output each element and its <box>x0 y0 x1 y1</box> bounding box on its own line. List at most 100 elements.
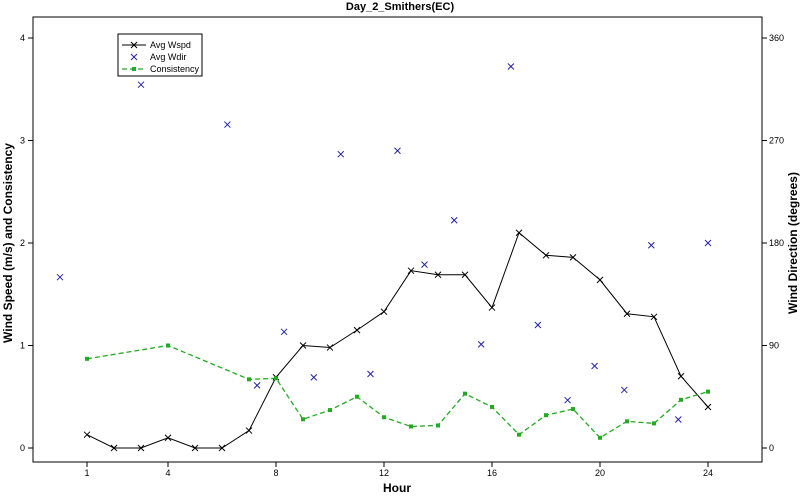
legend-label: Avg Wspd <box>150 40 191 50</box>
y2-tick-label: 360 <box>769 33 784 43</box>
marker-stroke <box>137 81 145 89</box>
data-point <box>353 326 361 334</box>
data-point <box>434 271 442 279</box>
data-point <box>564 396 571 404</box>
data-point <box>463 391 467 396</box>
x-tick-label: 1 <box>84 468 89 478</box>
data-point <box>450 216 458 224</box>
data-point <box>166 343 170 348</box>
marker-stroke <box>367 370 374 378</box>
data-point <box>488 304 496 311</box>
data-point <box>274 376 278 381</box>
data-point <box>224 121 231 128</box>
marker-stroke <box>507 63 515 70</box>
data-point <box>56 273 64 281</box>
series-line <box>86 231 709 449</box>
marker-stroke <box>218 444 226 452</box>
data-point <box>245 427 253 434</box>
marker-stroke <box>515 229 523 237</box>
legend-marker <box>130 53 138 61</box>
marker-stroke <box>253 382 261 389</box>
data-point <box>596 276 604 284</box>
data-point <box>218 444 226 452</box>
data-point <box>407 267 415 275</box>
marker-stroke <box>310 374 318 381</box>
x-tick-label: 4 <box>165 468 170 478</box>
marker-stroke <box>110 444 118 452</box>
x-axis-title: Hour <box>383 481 411 495</box>
data-point <box>704 239 712 247</box>
data-point <box>394 147 401 155</box>
data-point <box>674 416 682 423</box>
legend-item: Avg Wspd <box>122 40 191 50</box>
plot-frame <box>32 16 763 463</box>
x-tick-label: 24 <box>703 468 713 478</box>
data-point <box>650 313 658 321</box>
series-line <box>86 344 709 439</box>
data-point <box>337 150 345 158</box>
marker-stroke <box>650 313 658 321</box>
marker-stroke <box>407 267 415 275</box>
marker-stroke <box>677 372 685 380</box>
y-axis-left: 0 1 2 3 4 <box>20 33 33 453</box>
y-tick-label: 0 <box>20 443 25 453</box>
y2-tick-label: 180 <box>769 238 784 248</box>
data-point <box>301 417 305 422</box>
marker-stroke <box>245 427 253 434</box>
marker-stroke <box>299 342 307 349</box>
data-point <box>310 374 318 381</box>
data-point <box>517 432 521 437</box>
marker-stroke <box>83 431 91 439</box>
marker-stroke <box>569 253 577 261</box>
marker-stroke <box>280 328 288 336</box>
legend-label: Consistency <box>150 64 200 74</box>
data-point <box>280 328 288 336</box>
data-point <box>110 444 118 452</box>
series-layer <box>56 63 712 452</box>
x-tick-label: 16 <box>487 468 497 478</box>
legend-marker <box>132 67 136 71</box>
data-point <box>409 424 413 429</box>
marker-stroke <box>191 444 199 452</box>
data-point <box>137 81 145 89</box>
marker-stroke <box>488 304 496 311</box>
marker-stroke <box>130 53 138 61</box>
data-point <box>367 370 374 378</box>
marker-stroke <box>704 403 712 411</box>
marker-stroke <box>542 251 550 259</box>
marker-stroke <box>704 239 712 247</box>
data-point <box>623 310 631 318</box>
x-tick-label: 8 <box>273 468 278 478</box>
x-tick-label: 20 <box>595 468 605 478</box>
marker-stroke <box>137 444 145 452</box>
data-point <box>625 419 629 424</box>
data-point <box>164 434 172 442</box>
data-point <box>137 444 145 452</box>
marker-stroke <box>564 396 571 404</box>
y-tick-label: 4 <box>20 33 25 43</box>
y2-tick-label: 0 <box>769 443 774 453</box>
y2-tick-label: 90 <box>769 341 779 351</box>
y-axis-title: Wind Speed (m/s) and Consistency <box>1 143 15 343</box>
series-consistency <box>85 343 710 440</box>
data-point <box>355 394 359 399</box>
data-point <box>326 344 334 351</box>
series-avg-wspd <box>83 229 712 452</box>
y2-tick-label: 270 <box>769 136 784 146</box>
data-point <box>380 308 388 316</box>
legend-item: Avg Wdir <box>130 52 186 62</box>
data-point <box>515 229 523 237</box>
marker-stroke <box>380 308 388 316</box>
data-point <box>507 63 515 70</box>
data-point <box>299 342 307 349</box>
data-point <box>191 444 199 452</box>
x-axis: 1 4 8 12 16 20 24 <box>84 462 713 478</box>
data-point <box>490 405 494 409</box>
series-avg-wdir <box>56 63 712 423</box>
marker-stroke <box>164 434 172 442</box>
y2-axis-title: Wind Direction (degrees) <box>786 172 800 314</box>
marker-stroke <box>56 273 64 281</box>
data-point <box>421 261 428 268</box>
data-point <box>679 397 683 402</box>
